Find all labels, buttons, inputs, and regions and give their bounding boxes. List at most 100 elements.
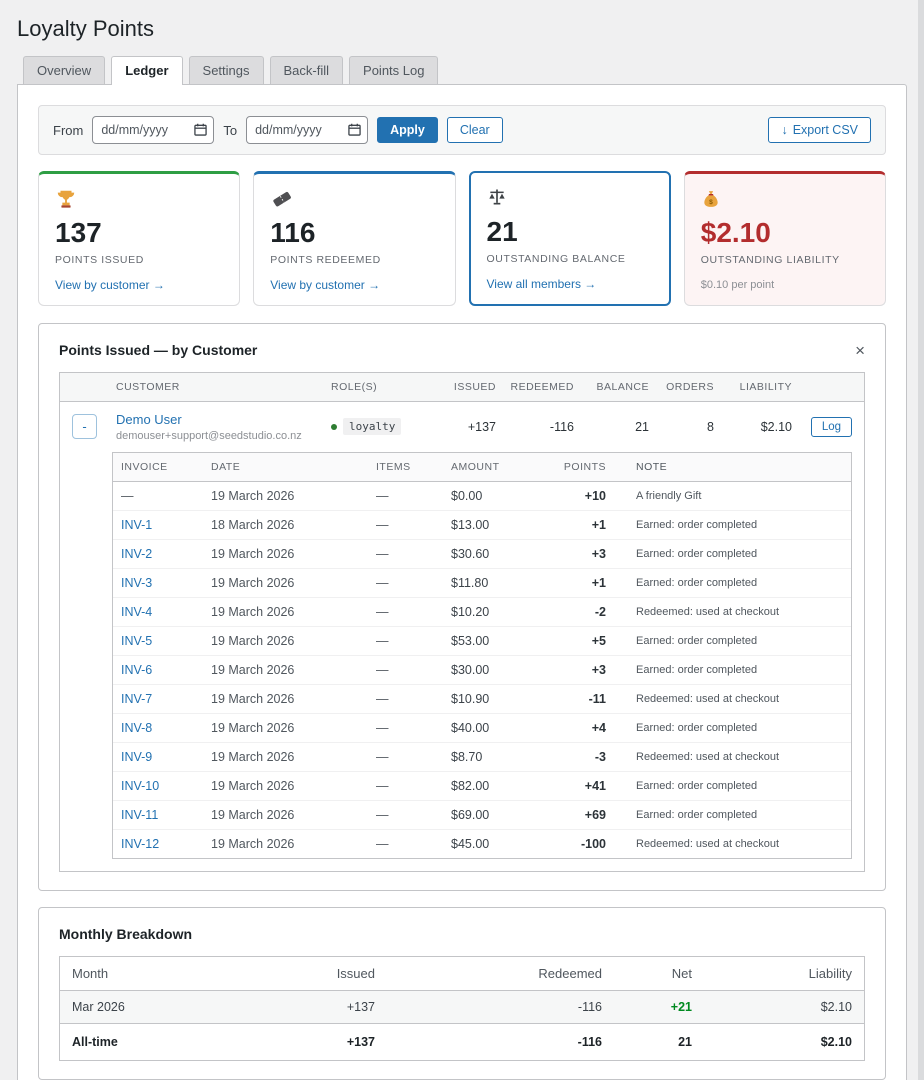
stat-label: OUTSTANDING LIABILITY [700,253,840,266]
invoice-id[interactable]: INV-2 [121,546,153,561]
collapse-toggle-button[interactable]: - [72,414,97,440]
ledger-tab-content: From To Apply Clear ↓Export CSV [17,84,907,1080]
invoice-date: 19 March 2026 [211,546,295,561]
invoice-date: 19 March 2026 [211,488,295,503]
invoice-id[interactable]: INV-11 [121,807,159,822]
clear-button[interactable]: Clear [446,117,503,143]
tab-settings[interactable]: Settings [188,56,264,84]
apply-button[interactable]: Apply [377,117,438,143]
tab-points-log[interactable]: Points Log [349,56,439,84]
customer-section: - Demo User demouser+support@seedstudio.… [60,402,864,871]
invoice-note: Redeemed: used at checkout [636,837,780,850]
invoice-amount: $11.80 [451,575,489,590]
invoice-id[interactable]: INV-3 [121,575,153,590]
card-outstanding-liability: $ $2.10 OUTSTANDING LIABILITY $0.10 per … [683,171,886,306]
invoice-note: Earned: order completed [636,721,758,734]
customer-orders: 8 [707,419,714,434]
invoice-items: — [376,720,389,735]
invoice-points: +3 [591,546,606,561]
customer-name-link[interactable]: Demo User [116,411,182,427]
monthly-table: Month Issued Redeemed Net Liability Mar … [59,955,865,1061]
invoice-id[interactable]: INV-1 [121,517,153,532]
stat-value: 116 [270,217,316,248]
invoice-items: — [376,807,389,822]
money-bag-icon: $ [701,188,869,212]
invoice-row: INV-10 19 March 2026 — $82.00 +41 Earned… [113,770,851,800]
customer-table-header: CUSTOMER ROLE(S) ISSUED REDEEMED BALANCE… [60,372,864,402]
monthly-row: Mar 2026 +137 -116 +21 $2.10 [60,990,864,1023]
invoice-items: — [376,575,389,590]
calendar-icon [348,123,361,136]
invoice-note: Earned: order completed [636,808,758,821]
stat-label: OUTSTANDING BALANCE [486,252,626,265]
monthly-breakdown-panel: Monthly Breakdown Month Issued Redeemed … [38,906,886,1080]
view-by-customer-link[interactable]: View by customer → [270,277,381,292]
customer-issued: +137 [467,419,496,434]
all-time-row: All-time +137 -116 21 $2.10 [60,1022,864,1060]
invoice-points: +10 [584,488,606,503]
invoice-items: — [376,749,389,764]
invoice-row: INV-1 18 March 2026 — $13.00 +1 Earned: … [113,509,851,539]
invoice-amount: $45.00 [451,836,490,851]
card-points-redeemed: 116 POINTS REDEEMED View by customer → [253,171,456,306]
invoice-amount: $13.00 [451,517,490,532]
invoice-points: +1 [591,517,606,532]
export-csv-button[interactable]: ↓ Export CSV [768,117,871,143]
invoice-note: Earned: order completed [636,547,758,560]
scrollbar[interactable] [918,0,924,1080]
download-icon: ↓ [781,123,788,137]
invoice-items: — [376,546,389,561]
invoice-amount: $82.00 [451,778,490,793]
invoice-amount: $30.60 [451,546,490,561]
invoice-date: 19 March 2026 [211,662,295,677]
invoice-row: INV-11 19 March 2026 — $69.00 +69 Earned… [113,799,851,829]
invoice-date: 19 March 2026 [211,749,295,764]
invoice-id[interactable]: INV-6 [121,662,153,677]
invoice-table: INVOICE DATE ITEMS AMOUNT POINTS NOTE — … [112,451,852,859]
invoice-row: — 19 March 2026 — $0.00 +10 A friendly G… [113,482,851,510]
view-by-customer-link[interactable]: View by customer → [55,277,165,292]
invoice-row: INV-6 19 March 2026 — $30.00 +3 Earned: … [113,654,851,684]
invoice-date: 19 March 2026 [211,778,295,793]
stat-label: POINTS REDEEMED [270,253,381,266]
invoice-row: INV-12 19 March 2026 — $45.00 -100 Redee… [113,828,851,858]
invoice-id[interactable]: INV-5 [121,633,153,648]
invoice-id[interactable]: INV-7 [121,691,153,706]
invoice-amount: $40.00 [451,720,490,735]
invoice-id[interactable]: INV-10 [121,778,160,793]
invoice-row: INV-3 19 March 2026 — $11.80 +1 Earned: … [113,567,851,597]
close-icon[interactable]: × [855,340,865,360]
invoice-items: — [376,633,389,648]
from-date-input[interactable] [92,116,215,144]
invoice-id[interactable]: INV-4 [121,604,153,619]
to-date-input[interactable] [246,116,369,144]
invoice-id[interactable]: INV-12 [121,836,160,851]
per-point-note: $0.10 per point [700,278,775,291]
tab-overview[interactable]: Overview [23,56,106,84]
invoice-points: +41 [584,778,606,793]
invoice-points: +69 [584,807,606,822]
tab-backfill[interactable]: Back-fill [269,56,344,84]
calendar-icon [194,123,208,136]
invoice-points: -11 [588,691,606,706]
tab-ledger[interactable]: Ledger [111,56,183,85]
invoice-items: — [376,691,389,706]
invoice-points: -2 [594,604,606,619]
invoice-amount: $69.00 [451,807,490,822]
invoice-amount: $53.00 [451,633,490,648]
invoice-items: — [376,836,389,851]
invoice-note: Earned: order completed [636,634,758,647]
invoice-id[interactable]: INV-8 [121,720,153,735]
invoice-row: INV-4 19 March 2026 — $10.20 -2 Redeemed… [113,596,851,626]
customer-redeemed: -116 [549,419,574,434]
invoice-amount: $0.00 [451,488,483,503]
view-all-members-link[interactable]: View all members → [486,276,597,291]
invoice-items: — [376,662,389,677]
invoice-id[interactable]: INV-9 [121,749,153,764]
customer-balance: 21 [635,419,649,434]
stat-label: POINTS ISSUED [55,253,144,266]
invoice-points: -100 [580,836,606,851]
invoice-note: Redeemed: used at checkout [636,692,780,705]
panel-title: Monthly Breakdown [59,925,193,942]
log-button[interactable]: Log [810,416,852,437]
